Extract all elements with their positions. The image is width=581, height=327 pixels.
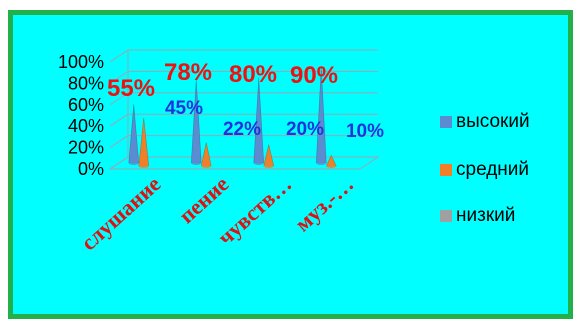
chart-floor — [108, 156, 380, 170]
legend-item-mid: средний — [440, 159, 530, 180]
cone-0-1 — [190, 79, 202, 164]
data-label-mid-3: 10% — [346, 121, 384, 142]
legend-swatch-high — [440, 116, 452, 128]
chart-frame — [8, 10, 573, 319]
legend-label-high: высокий — [456, 111, 530, 132]
cone-base-1-1 — [201, 164, 212, 168]
cone-base-0-0 — [128, 161, 139, 165]
legend-item-high: высокий — [440, 111, 530, 132]
x-tick-label-3: муз.-… — [290, 171, 358, 236]
data-label-high-0: 55% — [107, 75, 155, 102]
legend-item-low: низкий — [440, 205, 516, 226]
cone-base-0-1 — [191, 161, 202, 165]
grid-diag-3 — [109, 92, 129, 106]
cone-base-1-2 — [263, 164, 274, 168]
cone-base-0-3 — [316, 161, 327, 165]
data-label-high-2: 80% — [229, 61, 277, 88]
grid-diag-4 — [109, 70, 129, 84]
y-tick-label-0: 0% — [78, 159, 104, 179]
data-label-high-1: 78% — [164, 59, 212, 86]
cone-0-0 — [128, 104, 140, 164]
cone-1-1 — [200, 142, 212, 167]
y-tick-label-2: 40% — [68, 116, 104, 136]
data-label-mid-1: 22% — [223, 119, 261, 140]
cone-base-1-3 — [326, 164, 337, 168]
grid-diag-2 — [109, 113, 129, 127]
grid-diag-1 — [109, 135, 129, 149]
legend-label-low: низкий — [456, 205, 516, 226]
cone-base-0-2 — [253, 161, 264, 165]
cone-base-1-0 — [138, 164, 149, 168]
legend-swatch-low — [440, 210, 452, 222]
grid-diag-5 — [109, 49, 129, 63]
legend-label-mid: средний — [456, 159, 530, 180]
cone-1-0 — [138, 117, 150, 167]
legend-swatch-mid — [440, 164, 452, 176]
y-tick-label-4: 80% — [68, 73, 104, 93]
data-label-high-3: 90% — [290, 62, 338, 89]
y-tick-label-3: 60% — [68, 95, 104, 115]
y-tick-label-1: 20% — [68, 138, 104, 158]
data-label-mid-0: 45% — [165, 98, 203, 119]
x-tick-label-0: слушание — [76, 171, 166, 255]
data-label-mid-2: 20% — [286, 119, 324, 140]
cone-1-2 — [263, 144, 275, 167]
y-tick-label-5: 100% — [58, 52, 104, 72]
